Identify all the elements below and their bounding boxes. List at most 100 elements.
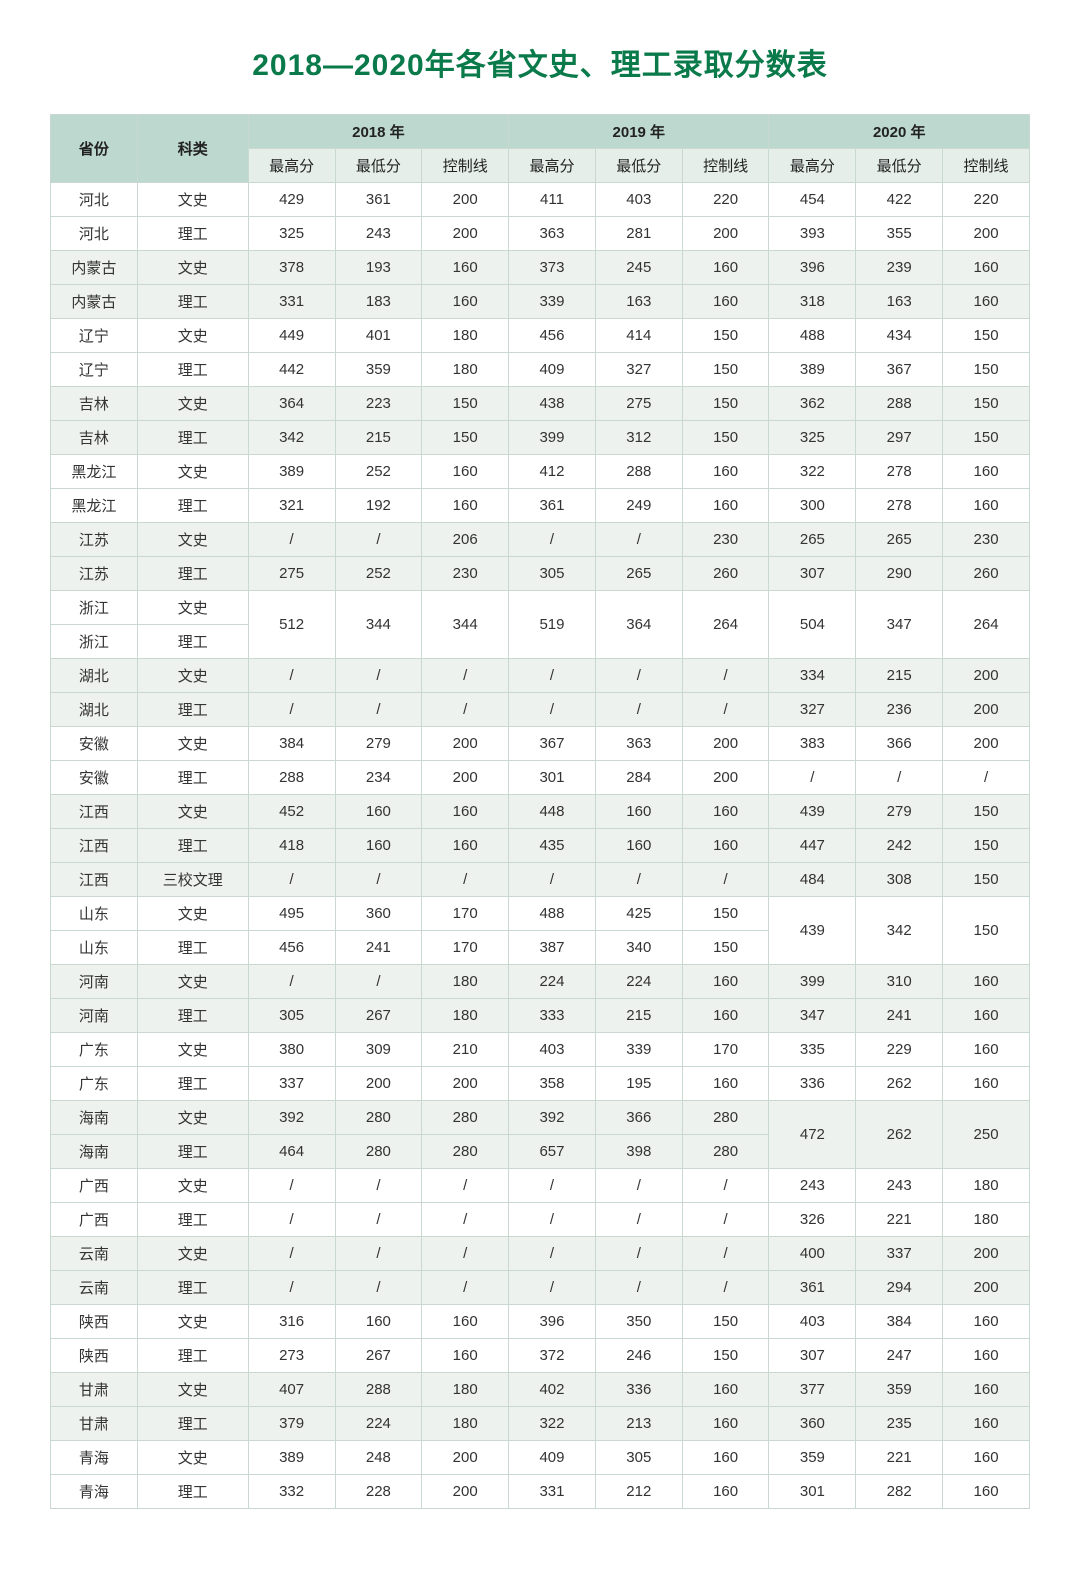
cell-value: 160 (682, 965, 769, 999)
cell-value: 200 (422, 217, 509, 251)
cell-value: 265 (856, 523, 943, 557)
cell-value: 367 (856, 353, 943, 387)
cell-value: 160 (943, 1373, 1030, 1407)
cell-value: 243 (335, 217, 422, 251)
cell-value: 193 (335, 251, 422, 285)
cell-value: 288 (248, 761, 335, 795)
cell-value: 321 (248, 489, 335, 523)
table-row: 河北文史429361200411403220454422220 (51, 183, 1030, 217)
cell-value: 488 (509, 897, 596, 931)
cell-value: 322 (509, 1407, 596, 1441)
cell-category: 理工 (137, 489, 248, 523)
cell-category: 理工 (137, 1339, 248, 1373)
cell-value: 280 (682, 1135, 769, 1169)
cell-value: 359 (335, 353, 422, 387)
cell-value: / (248, 1237, 335, 1271)
cell-value: / (509, 659, 596, 693)
cell-value: / (248, 1169, 335, 1203)
cell-value: 393 (769, 217, 856, 251)
cell-value: 318 (769, 285, 856, 319)
cell-value: 308 (856, 863, 943, 897)
cell-province: 湖北 (51, 659, 138, 693)
sub-min: 最低分 (856, 149, 943, 183)
cell-value: 361 (335, 183, 422, 217)
cell-value: 160 (943, 1407, 1030, 1441)
cell-category: 理工 (137, 693, 248, 727)
cell-value: 243 (856, 1169, 943, 1203)
cell-value: 339 (509, 285, 596, 319)
cell-value: 290 (856, 557, 943, 591)
cell-value: 183 (335, 285, 422, 319)
cell-value: 200 (422, 183, 509, 217)
cell-value: / (509, 523, 596, 557)
cell-value: 335 (769, 1033, 856, 1067)
cell-province: 云南 (51, 1237, 138, 1271)
cell-value: 278 (856, 489, 943, 523)
cell-province: 广东 (51, 1067, 138, 1101)
cell-value: 160 (682, 999, 769, 1033)
cell-value: / (335, 693, 422, 727)
cell-value: 411 (509, 183, 596, 217)
cell-province: 陕西 (51, 1339, 138, 1373)
cell-category: 文史 (137, 523, 248, 557)
cell-category: 理工 (137, 1407, 248, 1441)
cell-value: 247 (856, 1339, 943, 1373)
col-year-2019: 2019 年 (509, 115, 769, 149)
cell-value: 384 (248, 727, 335, 761)
cell-value: 224 (335, 1407, 422, 1441)
cell-category: 理工 (137, 931, 248, 965)
cell-province: 湖北 (51, 693, 138, 727)
cell-category: 理工 (137, 285, 248, 319)
cell-value: 160 (422, 1305, 509, 1339)
cell-value: / (595, 659, 682, 693)
cell-value: 210 (422, 1033, 509, 1067)
cell-value: 282 (856, 1475, 943, 1509)
cell-value: 213 (595, 1407, 682, 1441)
cell-province: 吉林 (51, 421, 138, 455)
cell-value: 228 (335, 1475, 422, 1509)
cell-value: 350 (595, 1305, 682, 1339)
cell-value: 160 (943, 999, 1030, 1033)
cell-value: / (335, 1271, 422, 1305)
cell-category: 理工 (137, 1475, 248, 1509)
cell-value: 200 (422, 1441, 509, 1475)
cell-category: 理工 (137, 999, 248, 1033)
cell-value: 435 (509, 829, 596, 863)
cell-value: 344 (335, 591, 422, 659)
cell-value: 422 (856, 183, 943, 217)
cell-value: / (595, 693, 682, 727)
cell-value: 200 (682, 217, 769, 251)
cell-value: / (595, 1237, 682, 1271)
cell-value: / (595, 1169, 682, 1203)
cell-category: 理工 (137, 761, 248, 795)
cell-value: 389 (248, 455, 335, 489)
cell-value: 439 (769, 897, 856, 965)
cell-value: / (335, 659, 422, 693)
cell-value: 160 (422, 1339, 509, 1373)
cell-value: 288 (335, 1373, 422, 1407)
cell-category: 理工 (137, 1203, 248, 1237)
cell-value: 150 (682, 387, 769, 421)
cell-category: 文史 (137, 795, 248, 829)
cell-value: 401 (335, 319, 422, 353)
cell-category: 文史 (137, 183, 248, 217)
cell-value: 150 (682, 931, 769, 965)
cell-value: 301 (509, 761, 596, 795)
cell-province: 河北 (51, 183, 138, 217)
cell-value: 267 (335, 1339, 422, 1373)
cell-value: / (595, 1203, 682, 1237)
cell-value: 456 (248, 931, 335, 965)
table-row: 内蒙古文史378193160373245160396239160 (51, 251, 1030, 285)
cell-value: 342 (856, 897, 943, 965)
cell-value: 389 (248, 1441, 335, 1475)
cell-value: 160 (943, 1033, 1030, 1067)
table-row: 河南文史//180224224160399310160 (51, 965, 1030, 999)
cell-value: 245 (595, 251, 682, 285)
cell-value: 387 (509, 931, 596, 965)
cell-province: 甘肃 (51, 1407, 138, 1441)
cell-category: 文史 (137, 727, 248, 761)
cell-value: 403 (595, 183, 682, 217)
table-body: 河北文史429361200411403220454422220河北理工32524… (51, 183, 1030, 1509)
cell-value: / (422, 863, 509, 897)
cell-value: 305 (248, 999, 335, 1033)
